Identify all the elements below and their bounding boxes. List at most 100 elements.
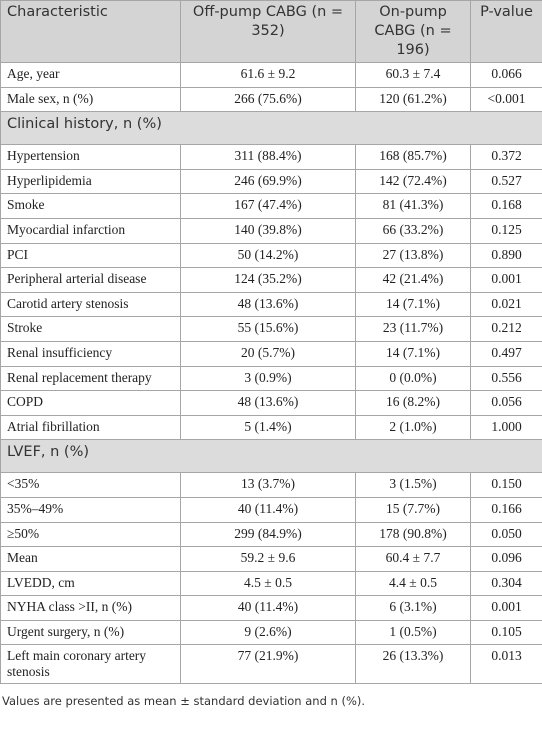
cell: 0.013 (470, 644, 542, 685)
row-label: Myocardial infarction (0, 217, 181, 244)
row-label: Renal replacement therapy (0, 365, 181, 392)
cell: 0.212 (470, 316, 542, 342)
cell: 60.4 ± 7.7 (355, 546, 471, 572)
row-label: Age, year (0, 62, 181, 88)
row-label: Peripheral arterial disease (0, 267, 181, 293)
cell: 142 (72.4%) (355, 168, 471, 195)
cell: 26 (13.3%) (355, 644, 471, 685)
cell: 0.050 (470, 521, 542, 548)
table-row: <35% 13 (3.7%) 3 (1.5%) 0.150 (0, 472, 542, 498)
row-label: ≥50% (0, 521, 181, 548)
cell: 0.125 (470, 217, 542, 244)
cell: 77 (21.9%) (180, 644, 356, 685)
cell: 61.6 ± 9.2 (180, 62, 356, 88)
cell: 0.166 (470, 496, 542, 523)
cell: 0.021 (470, 291, 542, 318)
table-row: 35%–49% 40 (11.4%) 15 (7.7%) 0.166 (0, 496, 542, 523)
cell: 66 (33.2%) (355, 217, 471, 244)
cell: 81 (41.3%) (355, 193, 471, 219)
table-row: PCI 50 (14.2%) 27 (13.8%) 0.890 (0, 242, 542, 269)
cell: 120 (61.2%) (355, 86, 471, 113)
cell: 0.304 (470, 570, 542, 597)
column-header: Characteristic (0, 0, 181, 63)
table-row: NYHA class >II, n (%) 40 (11.4%) 6 (3.1%) 0… (0, 595, 542, 621)
table-row: LVEDD, cm 4.5 ± 0.5 4.4 ± 0.5 0.304 (0, 570, 542, 597)
row-label: PCI (0, 242, 181, 269)
row-label: Mean (0, 546, 181, 572)
cell: 0 (0.0%) (355, 365, 471, 392)
row-label: Left main coronary artery stenosis (0, 644, 181, 685)
cell: 167 (47.4%) (180, 193, 356, 219)
table-row: Mean 59.2 ± 9.6 60.4 ± 7.7 0.096 (0, 546, 542, 572)
row-label: Male sex, n (%) (0, 86, 181, 113)
cell: 168 (85.7%) (355, 144, 471, 170)
cell: 299 (84.9%) (180, 521, 356, 548)
cell: 0.168 (470, 193, 542, 219)
cell: 5 (1.4%) (180, 414, 356, 441)
row-label: Hypertension (0, 144, 181, 170)
section-label: LVEF, n (%) (0, 439, 542, 474)
cell: 50 (14.2%) (180, 242, 356, 269)
cell: 1.000 (470, 414, 542, 441)
cell: 246 (69.9%) (180, 168, 356, 195)
row-label: <35% (0, 472, 181, 498)
cell: 40 (11.4%) (180, 595, 356, 621)
row-label: Hyperlipidemia (0, 168, 181, 195)
header-row: Characteristic Off-pump CABG (n = 352) On-… (0, 0, 542, 63)
cell: 0.001 (470, 267, 542, 293)
cell: 3 (0.9%) (180, 365, 356, 392)
cell: 60.3 ± 7.4 (355, 62, 471, 88)
cell: 0.556 (470, 365, 542, 392)
cell: 4.4 ± 0.5 (355, 570, 471, 597)
column-header: P-value (470, 0, 542, 63)
row-label: Atrial fibrillation (0, 414, 181, 441)
cell: 14 (7.1%) (355, 340, 471, 367)
cell: 3 (1.5%) (355, 472, 471, 498)
cell: 55 (15.6%) (180, 316, 356, 342)
cell: 0.150 (470, 472, 542, 498)
section-row: LVEF, n (%) (0, 439, 542, 474)
cell: 124 (35.2%) (180, 267, 356, 293)
table-row: Age, year 61.6 ± 9.2 60.3 ± 7.4 0.066 (0, 62, 542, 88)
cell: 16 (8.2%) (355, 390, 471, 416)
table-row: Hyperlipidemia 246 (69.9%) 142 (72.4%) 0.52… (0, 168, 542, 195)
cell: 0.527 (470, 168, 542, 195)
cell: 0.105 (470, 619, 542, 646)
table-row: Stroke 55 (15.6%) 23 (11.7%) 0.212 (0, 316, 542, 342)
row-label: Renal insufficiency (0, 340, 181, 367)
table-row: Peripheral arterial disease 124 (35.2%) 42… (0, 267, 542, 293)
cell: 13 (3.7%) (180, 472, 356, 498)
row-label: Urgent surgery, n (%) (0, 619, 181, 646)
cell: 0.056 (470, 390, 542, 416)
row-label: 35%–49% (0, 496, 181, 523)
cell: 59.2 ± 9.6 (180, 546, 356, 572)
cell: 0.497 (470, 340, 542, 367)
row-label: LVEDD, cm (0, 570, 181, 597)
table-row: COPD 48 (13.6%) 16 (8.2%) 0.056 (0, 390, 542, 416)
section-label: Clinical history, n (%) (0, 111, 542, 146)
cell: 48 (13.6%) (180, 390, 356, 416)
cell: 27 (13.8%) (355, 242, 471, 269)
row-label: NYHA class >II, n (%) (0, 595, 181, 621)
cell: 48 (13.6%) (180, 291, 356, 318)
data-table: Characteristic Off-pump CABG (n = 352) On-… (0, 0, 542, 685)
cell: 0.890 (470, 242, 542, 269)
cell: 42 (21.4%) (355, 267, 471, 293)
cell: 311 (88.4%) (180, 144, 356, 170)
cell: 4.5 ± 0.5 (180, 570, 356, 597)
cell: 2 (1.0%) (355, 414, 471, 441)
column-header: On-pump CABG (n = 196) (355, 0, 471, 63)
cell: 14 (7.1%) (355, 291, 471, 318)
footnote: Values are presented as mean ± standard … (2, 694, 366, 709)
cell: 40 (11.4%) (180, 496, 356, 523)
table-row: Myocardial infarction 140 (39.8%) 66 (33.2… (0, 217, 542, 244)
table-row: Left main coronary artery stenosis 77 (21… (0, 644, 542, 685)
table-row: Renal insufficiency 20 (5.7%) 14 (7.1%) 0.4… (0, 340, 542, 367)
cell: 0.066 (470, 62, 542, 88)
table-row: Male sex, n (%) 266 (75.6%) 120 (61.2%) <0.… (0, 86, 542, 113)
cell: <0.001 (470, 86, 542, 113)
cell: 140 (39.8%) (180, 217, 356, 244)
cell: 23 (11.7%) (355, 316, 471, 342)
row-label: Smoke (0, 193, 181, 219)
